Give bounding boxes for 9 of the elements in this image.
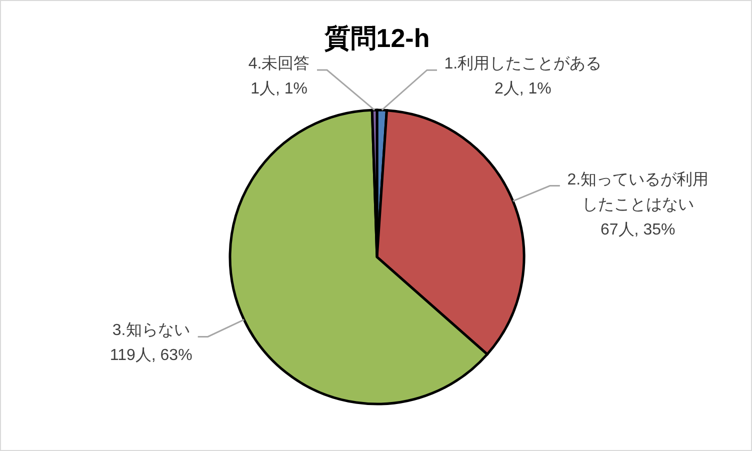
data-label: 1人, 1% [250,80,308,98]
slice-label: 4.未回答 [248,54,310,73]
chart-title: 質問12-h [323,23,431,53]
data-label: 67人, 35% [600,221,676,238]
slice-label: 3.知らない [112,322,190,340]
slice-label: 2.知っているが利用したことはない [567,170,709,214]
data-label: 119人, 63% [110,347,192,364]
data-label: 2人, 1% [494,80,552,98]
slice-label: 1.利用したことがある [444,54,602,73]
